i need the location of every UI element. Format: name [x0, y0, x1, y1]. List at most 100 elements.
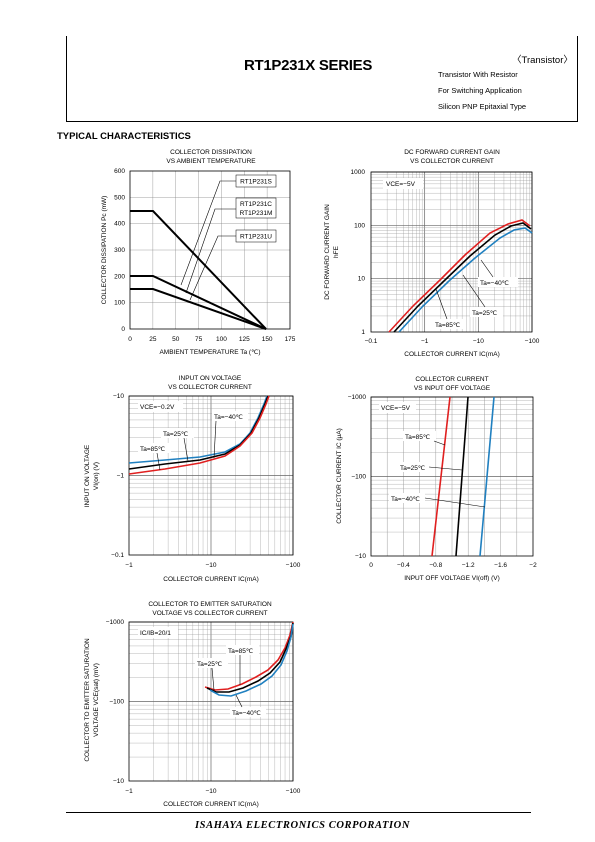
chart3-label-25c: Ta=25℃: [163, 431, 189, 438]
chart5-x-tick-2: −100: [286, 788, 301, 795]
chart2-x-ticks: −0.1 −1 −10 −100: [365, 338, 540, 345]
chart1-x-tick-0: 0: [128, 336, 132, 343]
company-name: ISAHAYA ELECTRONICS CORPORATION: [195, 820, 411, 831]
description-line-3: Silicon PNP Epitaxial Type: [438, 102, 527, 111]
chart5-x-tick-0: −1: [125, 788, 133, 795]
device-type-tag: 〈Transistor〉: [512, 55, 573, 66]
chart2-title-line2: VS COLLECTOR CURRENT: [410, 158, 494, 165]
chart3-x-tick-2: −100: [286, 562, 301, 569]
chart3-x-axis-label: COLLECTOR CURRENT IC(mA): [163, 576, 258, 583]
chart3-y-axis-label-2: VI(on) (V): [93, 462, 100, 490]
chart3-leader-85c: [156, 452, 161, 471]
chart5-x-ticks: −1 −10 −100: [125, 788, 300, 795]
chart3-title-line2: VS COLLECTOR CURRENT: [168, 384, 252, 391]
chart3-y-tick-2: −10: [113, 393, 124, 400]
chart1-y-tick-5: 500: [114, 194, 125, 201]
chart1-y-ticks: 0 100 200 300 400 500 600: [114, 168, 125, 333]
chart3-label-85c: Ta=85℃: [140, 446, 166, 453]
chart3-leader-m40c: [213, 420, 217, 459]
chart4-leader-25c: [428, 466, 463, 471]
chart3-leader-25c: [183, 437, 189, 462]
chart2-x-tick-1: −1: [421, 338, 429, 345]
chart4-y-tick-1: −100: [351, 474, 366, 481]
legend-label-u: RT1P231U: [240, 234, 272, 241]
description-line-1: Transistor With Resistor: [438, 70, 518, 79]
chart4-title-line2: VS INPUT OFF VOLTAGE: [414, 385, 491, 392]
chart5-y-axis-label-2: VOLTAGE VCE(sat) (mV): [93, 663, 100, 737]
header-left-rule: [66, 36, 67, 122]
chart2-label-m40c: Ta=−40℃: [480, 280, 510, 287]
chart1-y-tick-4: 400: [114, 221, 125, 228]
chart4-x-tick-4: −1.6: [494, 562, 507, 569]
description-line-2: For Switching Application: [438, 86, 522, 95]
chart4-frame: [370, 396, 534, 557]
leader-u: [189, 235, 236, 301]
chart2-leader-m40c: [480, 259, 494, 278]
chart4-y-tick-2: −1000: [348, 394, 367, 401]
series-title: RT1P231X SERIES: [244, 57, 373, 74]
section-title: TYPICAL CHARACTERISTICS: [57, 131, 191, 142]
chart5-title-line1: COLLECTOR TO EMITTER SATURATION: [148, 601, 272, 608]
chart5-grid: [129, 621, 294, 781]
curve-vcesat-m40c: [209, 623, 294, 697]
chart4-x-tick-5: −2: [529, 562, 537, 569]
chart4-label-25c: Ta=25℃: [400, 465, 426, 472]
chart1-x-tick-3: 75: [195, 336, 203, 343]
chart1-x-tick-1: 25: [149, 336, 157, 343]
chart1-y-tick-2: 200: [114, 273, 125, 280]
chart4-x-tick-2: −0.8: [429, 562, 442, 569]
chart2-y-tick-1: 10: [358, 276, 366, 283]
chart2-label-85c: Ta=85℃: [435, 322, 461, 329]
chart3-frame: [128, 395, 294, 556]
chart1-x-tick-6: 150: [262, 336, 273, 343]
header-bottom-rule: [66, 121, 578, 122]
chart3-y-tick-0: −0.1: [111, 552, 124, 559]
chart5-y-tick-2: −1000: [106, 619, 125, 626]
chart2-y-tick-3: 1000: [351, 169, 366, 176]
leader-c-m: [185, 208, 236, 294]
chart1-x-tick-5: 125: [239, 336, 250, 343]
chart1-title-line2: VS AMBIENT TEMPERATURE: [166, 158, 256, 165]
curve-hfe-85c: [388, 219, 531, 333]
chart3-label-m40c: Ta=−40℃: [214, 414, 244, 421]
chart1-y-tick-6: 600: [114, 168, 125, 175]
chart5-leader-25c: [211, 667, 215, 691]
chart2-leader-85c: [435, 288, 448, 320]
header-right-rule: [577, 36, 578, 122]
chart2-leader-25c: [462, 274, 486, 308]
chart4-condition: VCE=−5V: [381, 405, 411, 412]
chart5-title-line2: VOLTAGE VS COLLECTOR CURRENT: [152, 610, 267, 617]
chart5-y-axis-label-1: COLLECTOR TO EMITTER SATURATION: [84, 638, 91, 762]
chart1-x-tick-4: 100: [216, 336, 227, 343]
chart2-x-axis-label: COLLECTOR CURRENT IC(mA): [404, 351, 499, 358]
curve-rt1p231s: [130, 288, 267, 330]
chart4-x-tick-1: −0.4: [397, 562, 410, 569]
chart5-label-85c: Ta=85℃: [228, 648, 254, 655]
chart2-label-25c: Ta=25℃: [472, 310, 498, 317]
chart3-x-ticks: −1 −10 −100: [125, 562, 300, 569]
chart5-x-axis-label: COLLECTOR CURRENT IC(mA): [163, 801, 258, 808]
chart1-x-tick-7: 175: [285, 336, 296, 343]
chart5-label-m40c: Ta=−40℃: [232, 710, 262, 717]
chart4-x-tick-3: −1.2: [462, 562, 475, 569]
chart1-frame: [129, 170, 291, 330]
chart1-y-tick-3: 300: [114, 247, 125, 254]
curve-ic-25c: [455, 396, 469, 557]
chart4-leader-m40c: [424, 497, 486, 508]
curve-rt1p231c-m: [130, 275, 267, 330]
chart2-x-tick-3: −100: [525, 338, 540, 345]
curve-ic-85c: [431, 396, 451, 557]
chart3-title-line1: INPUT ON VOLTAGE: [179, 375, 242, 382]
chart3-x-tick-0: −1: [125, 562, 133, 569]
chart2-y-ticks: 1 10 100 1000: [351, 169, 366, 336]
chart3-condition: VCE=−0.2V: [140, 404, 175, 411]
chart5-y-ticks: −10 −100 −1000: [106, 619, 125, 785]
chart1-x-axis-label: AMBIENT TEMPERATURE Ta (℃): [159, 349, 260, 356]
chart2-y-axis-label-1: DC FORWARD CURRENT GAIN: [324, 204, 331, 300]
chart2-x-tick-0: −0.1: [365, 338, 378, 345]
chart4-x-ticks: 0 −0.4 −0.8 −1.2 −1.6 −2: [369, 562, 537, 569]
chart1-y-axis-label: COLLECTOR DISSIPATION Pc (mW): [101, 196, 108, 305]
